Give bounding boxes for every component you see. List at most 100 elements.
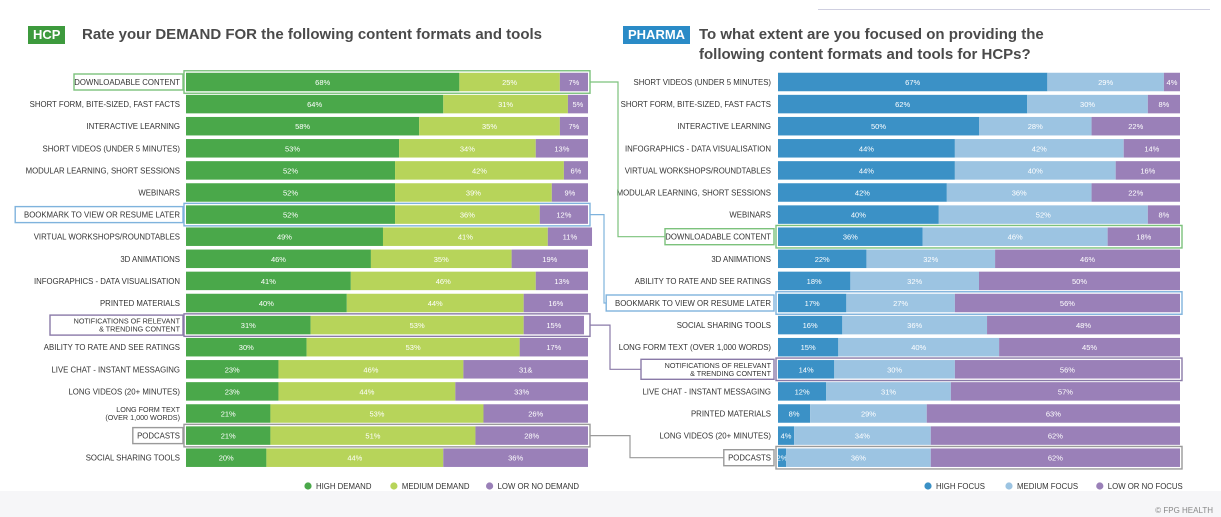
left-category-label: SHORT FORM, BITE-SIZED, FAST FACTS	[30, 100, 180, 109]
left-bar-medium-demand	[310, 315, 524, 335]
left-legend-swatch	[390, 482, 398, 490]
right-bar-high-focus	[778, 72, 1048, 92]
left-bar-high-demand	[186, 72, 460, 92]
left-value-label: 7%	[569, 78, 580, 87]
right-value-label: 46%	[1080, 255, 1095, 264]
left-value-label: 21%	[221, 432, 236, 441]
left-category-label: NOTIFICATIONS OF RELEVANT & TRENDING CONT…	[74, 317, 181, 334]
left-value-label: 23%	[225, 365, 240, 374]
left-bar-medium-demand	[395, 183, 552, 202]
left-value-label: 58%	[295, 122, 310, 131]
left-value-label: 12%	[556, 211, 571, 220]
right-value-label: 22%	[815, 255, 830, 264]
right-category-label: MODULAR LEARNING, SHORT SESSIONS	[617, 189, 771, 198]
left-value-label: 53%	[406, 343, 421, 352]
left-highlight-blue-label-box	[14, 205, 184, 224]
right-legend-swatch	[1005, 482, 1013, 490]
right-value-label: 16%	[803, 321, 818, 330]
right-bar-medium-focus	[850, 271, 979, 291]
left-value-label: 33%	[514, 387, 529, 396]
left-category-label: INFOGRAPHICS - DATA VISUALISATION	[34, 277, 180, 286]
left-value-label: 42%	[472, 166, 487, 175]
right-value-label: 4%	[1167, 78, 1178, 87]
right-legend-label: LOW OR NO FOCUS	[1108, 482, 1183, 491]
right-bar-low-or-no-focus	[987, 315, 1180, 335]
right-value-label: 18%	[807, 277, 822, 286]
left-bar-medium-demand	[419, 116, 560, 136]
left-value-label: 51%	[365, 432, 380, 441]
right-value-label: 63%	[1046, 410, 1061, 419]
right-chart: SHORT VIDEOS (UNDER 5 MINUTES) 67% 29% 4% SH…	[615, 72, 1180, 467]
right-value-label: 29%	[861, 410, 876, 419]
right-highlight-gray-bar-box	[775, 445, 1183, 470]
right-value-label: 56%	[1060, 365, 1075, 374]
right-bar-low-or-no-focus	[1147, 205, 1180, 224]
right-value-label: 32%	[907, 277, 922, 286]
right-category-label: 3D ANIMATIONS	[711, 255, 771, 264]
left-value-label: 21%	[221, 410, 236, 419]
left-bar-medium-demand	[395, 205, 540, 224]
left-value-label: 46%	[271, 255, 286, 264]
right-category-label: DOWNLOADABLE CONTENT	[665, 233, 771, 242]
right-bar-low-or-no-focus	[954, 293, 1180, 313]
right-value-label: 12%	[795, 387, 810, 396]
right-legend-label: HIGH FOCUS	[936, 482, 985, 491]
right-value-label: 40%	[911, 343, 926, 352]
right-category-label: INTERACTIVE LEARNING	[677, 122, 771, 131]
right-bar-medium-focus	[838, 337, 1000, 357]
right-bar-high-focus	[778, 161, 955, 180]
right-category-label: LONG FORM TEXT (OVER 1,000 WORDS)	[619, 343, 772, 352]
left-value-label: 36%	[508, 454, 523, 463]
right-value-label: 36%	[907, 321, 922, 330]
right-value-label: 50%	[1072, 277, 1087, 286]
right-value-label: 36%	[851, 454, 866, 463]
left-bar-high-demand	[186, 94, 444, 114]
left-value-label: 35%	[434, 255, 449, 264]
right-value-label: 8%	[1158, 100, 1169, 109]
left-bar-medium-demand	[370, 249, 512, 269]
right-value-label: 29%	[1098, 78, 1113, 87]
right-bar-high-focus	[778, 139, 955, 158]
left-bar-high-demand	[186, 360, 279, 379]
right-category-label: LIVE CHAT - INSTANT MESSAGING	[642, 387, 771, 396]
left-bar-medium-demand	[350, 271, 536, 291]
left-bar-low-or-no-demand	[563, 161, 588, 180]
right-category-label: SHORT FORM, BITE-SIZED, FAST FACTS	[621, 100, 771, 109]
right-bar-medium-focus	[810, 404, 927, 423]
right-value-label: 62%	[1048, 432, 1063, 441]
right-value-label: 36%	[1012, 189, 1027, 198]
left-category-label: SHORT VIDEOS (UNDER 5 MINUTES)	[43, 144, 181, 153]
left-bar-high-demand	[186, 382, 279, 401]
right-bar-low-or-no-focus	[950, 382, 1180, 401]
right-bar-low-or-no-focus	[1147, 94, 1180, 114]
left-bar-high-demand	[186, 426, 271, 445]
left-bar-low-or-no-demand	[443, 448, 588, 467]
right-value-label: 2%	[777, 454, 788, 463]
left-highlight-green-label-box	[73, 73, 184, 91]
left-bar-high-demand	[186, 448, 267, 467]
left-value-label: 13%	[554, 277, 569, 286]
right-category-label: BOOKMARK TO VIEW OR RESUME LATER	[615, 299, 771, 308]
left-value-label: 31%	[241, 321, 256, 330]
right-bar-medium-focus	[1047, 72, 1164, 92]
right-value-label: 50%	[871, 122, 886, 131]
left-bar-medium-demand	[395, 161, 564, 180]
right-category-label: LONG VIDEOS (20+ MINUTES)	[659, 432, 771, 441]
right-value-label: 36%	[843, 233, 858, 242]
left-value-label: 68%	[315, 78, 330, 87]
right-value-label: 27%	[893, 299, 908, 308]
left-bar-low-or-no-demand	[559, 116, 588, 136]
right-bar-medium-focus	[794, 426, 931, 445]
left-category-label: INTERACTIVE LEARNING	[86, 122, 180, 131]
right-highlight-green-bar-box	[775, 224, 1183, 249]
left-value-label: 5%	[573, 100, 584, 109]
left-bar-low-or-no-demand	[539, 205, 588, 224]
left-bar-medium-demand	[270, 426, 476, 445]
left-bar-high-demand	[186, 227, 383, 246]
right-value-label: 56%	[1060, 299, 1075, 308]
right-bar-medium-focus	[842, 315, 988, 335]
left-value-label: 9%	[564, 189, 575, 198]
right-bar-medium-focus	[954, 161, 1116, 180]
right-bar-low-or-no-focus	[954, 360, 1180, 379]
right-bar-high-focus	[778, 183, 947, 202]
